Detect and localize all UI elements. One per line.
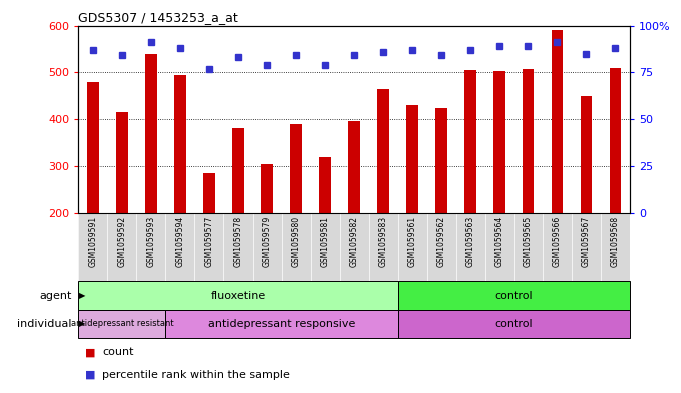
- Text: antidepressant resistant: antidepressant resistant: [71, 320, 173, 328]
- Bar: [165, 310, 398, 338]
- Bar: [319, 158, 331, 213]
- Bar: [522, 68, 534, 213]
- Bar: [290, 124, 302, 213]
- Text: ■: ■: [85, 370, 95, 380]
- Text: ▶: ▶: [79, 320, 86, 328]
- Bar: [377, 89, 389, 213]
- Text: GSM1059568: GSM1059568: [611, 216, 620, 267]
- Bar: [78, 281, 398, 310]
- Bar: [609, 68, 621, 213]
- Text: GSM1059564: GSM1059564: [495, 216, 504, 267]
- Text: GSM1059566: GSM1059566: [553, 216, 562, 267]
- Bar: [145, 53, 157, 213]
- Bar: [203, 173, 215, 213]
- Text: GSM1059580: GSM1059580: [291, 216, 300, 267]
- Text: control: control: [494, 319, 533, 329]
- Text: GSM1059565: GSM1059565: [524, 216, 533, 267]
- Text: GSM1059583: GSM1059583: [379, 216, 387, 267]
- Bar: [262, 163, 273, 213]
- Text: percentile rank within the sample: percentile rank within the sample: [102, 370, 290, 380]
- Text: ▶: ▶: [79, 291, 86, 300]
- Bar: [116, 112, 127, 213]
- Bar: [407, 105, 418, 213]
- Text: GSM1059577: GSM1059577: [204, 216, 213, 267]
- Bar: [581, 95, 592, 213]
- Text: control: control: [494, 290, 533, 301]
- Text: GSM1059579: GSM1059579: [262, 216, 272, 267]
- Text: GSM1059563: GSM1059563: [466, 216, 475, 267]
- Text: GSM1059567: GSM1059567: [582, 216, 591, 267]
- Bar: [398, 281, 630, 310]
- Text: count: count: [102, 347, 133, 357]
- Bar: [78, 310, 165, 338]
- Text: antidepressant responsive: antidepressant responsive: [208, 319, 355, 329]
- Text: individual: individual: [17, 319, 72, 329]
- Bar: [494, 71, 505, 213]
- Bar: [348, 121, 360, 213]
- Bar: [174, 75, 186, 213]
- Text: GSM1059594: GSM1059594: [176, 216, 185, 267]
- Text: GSM1059581: GSM1059581: [321, 216, 330, 267]
- Bar: [232, 129, 244, 213]
- Bar: [87, 82, 99, 213]
- Bar: [398, 310, 630, 338]
- Text: GSM1059582: GSM1059582: [349, 216, 359, 267]
- Text: GSM1059591: GSM1059591: [89, 216, 97, 267]
- Text: GSM1059578: GSM1059578: [234, 216, 242, 267]
- Bar: [435, 108, 447, 213]
- Text: GDS5307 / 1453253_a_at: GDS5307 / 1453253_a_at: [78, 11, 238, 24]
- Bar: [464, 70, 476, 213]
- Text: GSM1059561: GSM1059561: [408, 216, 417, 267]
- Text: GSM1059593: GSM1059593: [146, 216, 155, 267]
- Text: agent: agent: [39, 290, 72, 301]
- Text: ■: ■: [85, 347, 95, 357]
- Text: GSM1059592: GSM1059592: [117, 216, 127, 267]
- Text: GSM1059562: GSM1059562: [437, 216, 446, 267]
- Bar: [552, 30, 563, 213]
- Text: fluoxetine: fluoxetine: [210, 290, 266, 301]
